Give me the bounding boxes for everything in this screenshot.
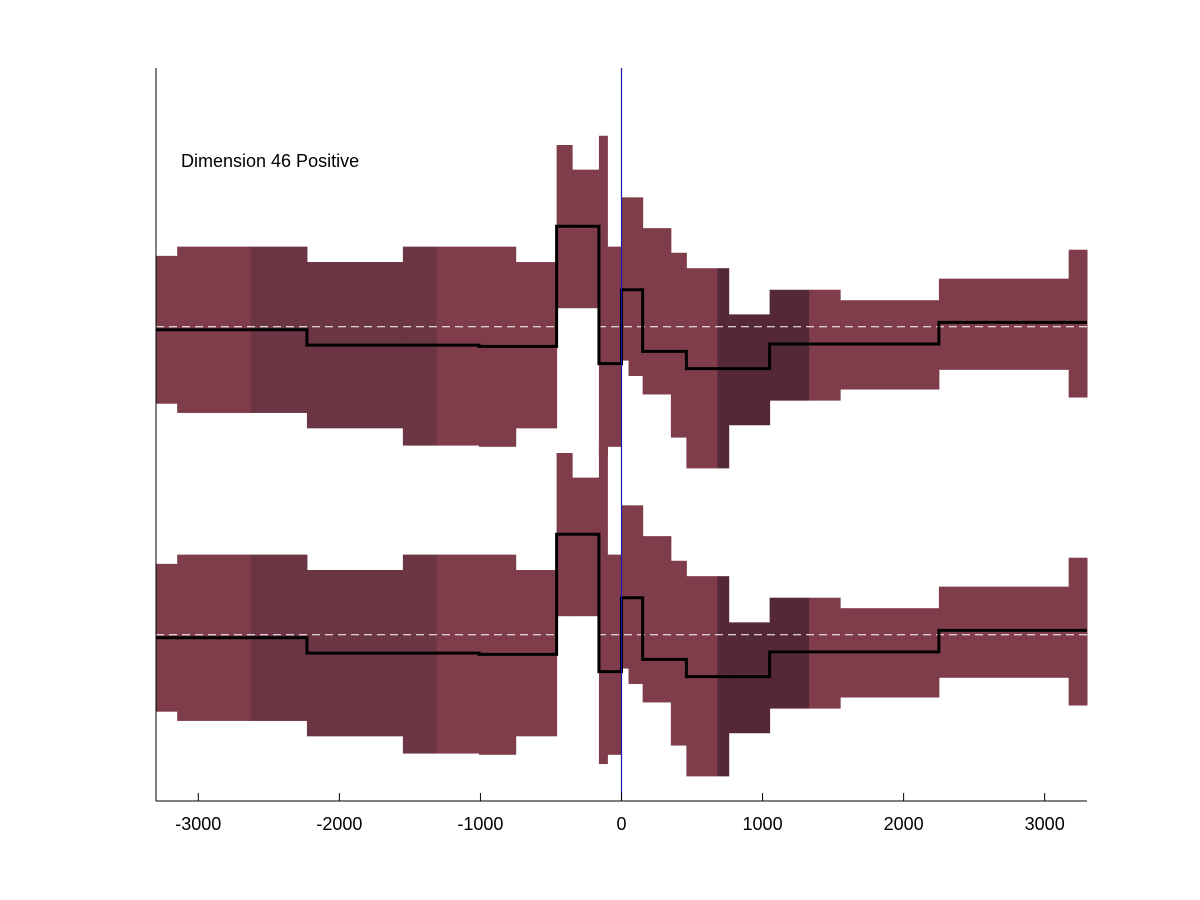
band-bin-0-22 [938, 278, 1070, 370]
band-bin-1-22 [938, 586, 1070, 678]
band-bin-1-11 [607, 554, 622, 755]
band-bin-1-12 [621, 505, 630, 669]
band-bin-0-13 [628, 197, 644, 376]
x-tick-label-2: -1000 [457, 814, 503, 834]
x-tick-label-3: 0 [616, 814, 626, 834]
band-bin-0-15 [670, 252, 687, 438]
band-bin-0-14 [642, 228, 672, 395]
x-tick-label-5: 2000 [884, 814, 924, 834]
band-bin-0-12 [621, 197, 630, 361]
x-tick-label-6: 3000 [1025, 814, 1065, 834]
x-tick-label-1: -2000 [316, 814, 362, 834]
x-tick-label-0: -3000 [175, 814, 221, 834]
band-bin-1-9 [572, 477, 600, 617]
band-bin-1-10 [598, 443, 608, 765]
band-bin-1-15 [670, 560, 687, 746]
band-bin-0-11 [607, 246, 622, 447]
band-bin-1-14 [642, 536, 672, 703]
band-bin-1-13 [628, 505, 644, 684]
x-tick-label-4: 1000 [743, 814, 783, 834]
dimension-annotation: Dimension 46 Positive [181, 151, 359, 171]
band-bin-0-9 [572, 169, 600, 309]
band-bin-0-10 [598, 135, 608, 457]
x-ticks: -3000 -2000 -1000 0 1000 2000 3000 [175, 793, 1065, 834]
